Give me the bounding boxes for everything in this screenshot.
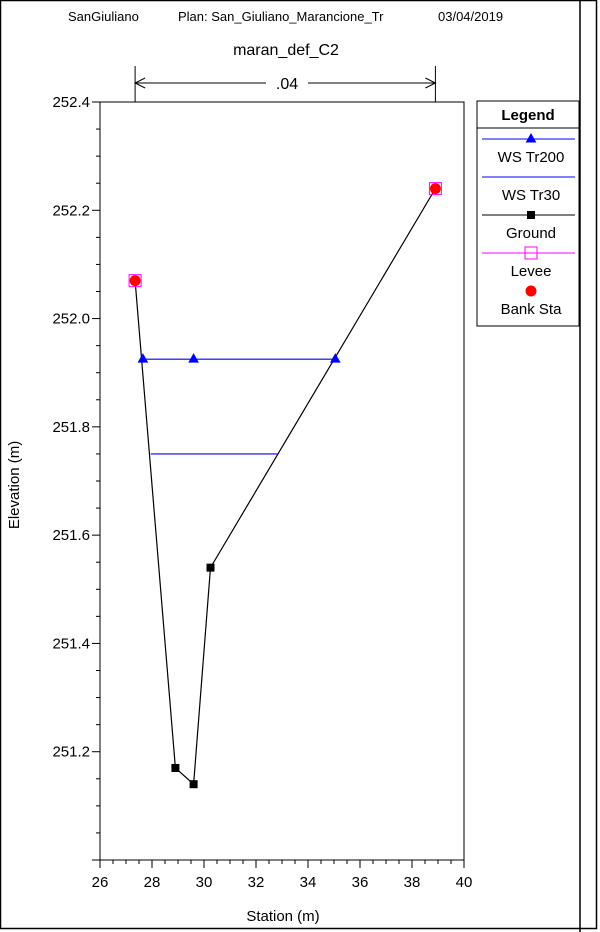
series-ws-tr200 <box>137 353 341 363</box>
legend-entry-ws-tr30: WS Tr30 <box>482 176 575 204</box>
series-bank-sta <box>129 183 441 287</box>
chart-title: maran_def_C2 <box>233 42 339 59</box>
x-tick-label: 26 <box>92 874 109 891</box>
y-tick-label: 251.2 <box>52 744 90 761</box>
header-plan: Plan: San_Giuliano_Marancione_Tr <box>178 9 384 24</box>
legend-marker <box>525 132 537 143</box>
legend-entry-ground: Ground <box>482 211 575 242</box>
legend-label: WS Tr200 <box>498 149 565 166</box>
data-point-ground <box>189 780 198 789</box>
plot-area <box>99 101 465 861</box>
data-point-ws-tr200 <box>329 353 341 363</box>
header-date: 03/04/2019 <box>438 9 503 24</box>
legend-marker <box>525 285 537 297</box>
series-levee <box>128 182 442 288</box>
x-tick-label: 32 <box>248 874 265 891</box>
legend-label: Levee <box>511 263 552 280</box>
legend-label: Bank Sta <box>501 301 563 318</box>
x-tick-label: 30 <box>196 874 213 891</box>
data-point-ground <box>206 563 215 572</box>
manning-arrow-right <box>425 77 437 89</box>
y-tick-label: 252.2 <box>52 202 90 219</box>
x-tick-label: 40 <box>456 874 473 891</box>
y-tick-label: 251.8 <box>52 419 90 436</box>
y-axis-label: Elevation (m) <box>6 441 23 529</box>
manning-arrow-left <box>133 77 146 89</box>
data-point-levee <box>428 182 442 196</box>
y-axis: 251.2 251.4 251.6 251.8 252.0 252.2 252.4 <box>52 94 100 861</box>
y-tick-label: 252.4 <box>52 94 90 111</box>
data-point-ground <box>171 763 180 772</box>
series-ground <box>131 184 440 789</box>
header-project: SanGiuliano <box>68 9 139 24</box>
x-tick-label: 38 <box>404 874 421 891</box>
data-point-ws-tr200 <box>188 353 199 363</box>
y-tick-label: 251.6 <box>52 527 90 544</box>
legend-label: Ground <box>506 225 556 242</box>
data-point-bank-sta <box>129 275 141 287</box>
x-axis: 26 28 30 32 34 36 38 40 <box>92 860 473 891</box>
manning-label: .04 <box>276 76 298 93</box>
legend: Legend WS Tr200 WS Tr30 Ground Levee Bank St… <box>476 100 580 327</box>
x-tick-label: 36 <box>352 874 369 891</box>
manning-dimension: .04 <box>133 66 437 102</box>
legend-entry-levee: Levee <box>482 246 575 280</box>
y-tick-label: 251.4 <box>52 635 90 652</box>
legend-marker <box>524 246 538 260</box>
data-point-ws-tr200 <box>137 353 149 363</box>
series-layer <box>128 182 442 789</box>
data-point-bank-sta <box>429 183 441 195</box>
x-axis-label: Station (m) <box>246 908 319 925</box>
data-point-levee <box>128 274 142 288</box>
legend-title: Legend <box>501 107 554 124</box>
legend-entry-bank-sta: Bank Sta <box>501 285 563 318</box>
x-tick-label: 28 <box>144 874 161 891</box>
x-tick-label: 34 <box>300 874 317 891</box>
legend-label: WS Tr30 <box>502 187 560 204</box>
legend-marker <box>527 211 535 219</box>
series-line-ground <box>134 188 436 786</box>
legend-entry-ws-tr200: WS Tr200 <box>482 132 575 166</box>
y-tick-label: 252.0 <box>52 311 90 328</box>
legend-entries: WS Tr200 WS Tr30 Ground Levee Bank Sta <box>482 132 575 318</box>
